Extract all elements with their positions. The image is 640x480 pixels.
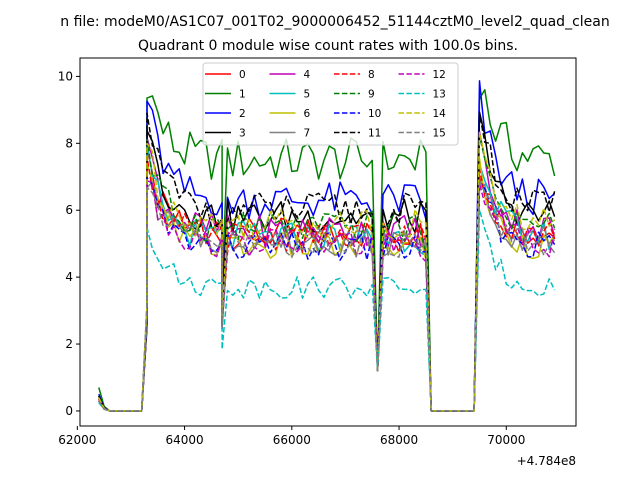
legend-label-2: 2 bbox=[239, 108, 246, 120]
legend-label-6: 6 bbox=[304, 108, 311, 120]
y-tick-label: 8 bbox=[65, 136, 73, 150]
legend-label-11: 11 bbox=[368, 128, 381, 140]
legend-label-4: 4 bbox=[304, 69, 311, 81]
legend-label-0: 0 bbox=[239, 69, 246, 81]
y-axis-ticks: 0 2 4 6 8 10 bbox=[58, 69, 80, 418]
legend-label-1: 1 bbox=[239, 89, 246, 101]
x-offset-text: +4.784e8 bbox=[517, 454, 576, 468]
legend-label-5: 5 bbox=[304, 89, 311, 101]
legend-label-8: 8 bbox=[368, 69, 375, 81]
legend-label-14: 14 bbox=[433, 108, 447, 120]
y-tick-label: 6 bbox=[65, 203, 73, 217]
figure-suptitle: n file: modeM0/AS1C07_001T02_9000006452_… bbox=[60, 14, 609, 30]
legend-label-3: 3 bbox=[239, 128, 246, 140]
series-line-8 bbox=[98, 155, 556, 412]
x-tick-label: 66000 bbox=[273, 433, 311, 447]
plot-frame bbox=[79, 57, 577, 427]
x-tick-label: 70000 bbox=[487, 433, 525, 447]
series-layer bbox=[98, 80, 556, 412]
series-line-15 bbox=[98, 179, 556, 412]
legend-label-15: 15 bbox=[433, 128, 446, 140]
y-tick-label: 4 bbox=[65, 270, 73, 284]
x-tick-label: 68000 bbox=[380, 433, 418, 447]
x-axis-ticks: 62000 64000 66000 68000 70000 bbox=[58, 426, 525, 447]
legend-label-7: 7 bbox=[304, 128, 311, 140]
legend-frame bbox=[202, 62, 459, 146]
x-tick-label: 64000 bbox=[165, 433, 203, 447]
legend-label-9: 9 bbox=[368, 89, 375, 101]
legend-label-12: 12 bbox=[433, 69, 446, 81]
x-tick-label: 62000 bbox=[58, 433, 96, 447]
series-line-9 bbox=[98, 134, 556, 412]
y-tick-label: 10 bbox=[58, 69, 73, 83]
legend-label-10: 10 bbox=[368, 108, 381, 120]
y-tick-label: 0 bbox=[65, 404, 73, 418]
y-tick-label: 2 bbox=[65, 337, 73, 351]
legend-label-13: 13 bbox=[433, 89, 446, 101]
chart-title: Quadrant 0 module wise count rates with … bbox=[138, 38, 518, 54]
